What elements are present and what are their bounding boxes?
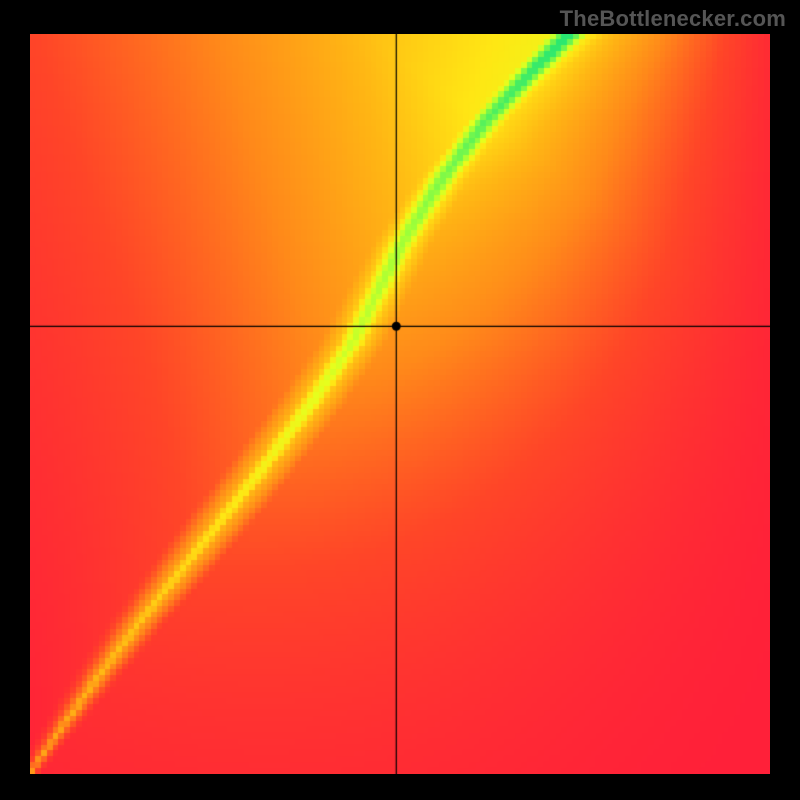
bottleneck-heatmap [30,34,770,774]
watermark-text: TheBottlenecker.com [560,6,786,32]
